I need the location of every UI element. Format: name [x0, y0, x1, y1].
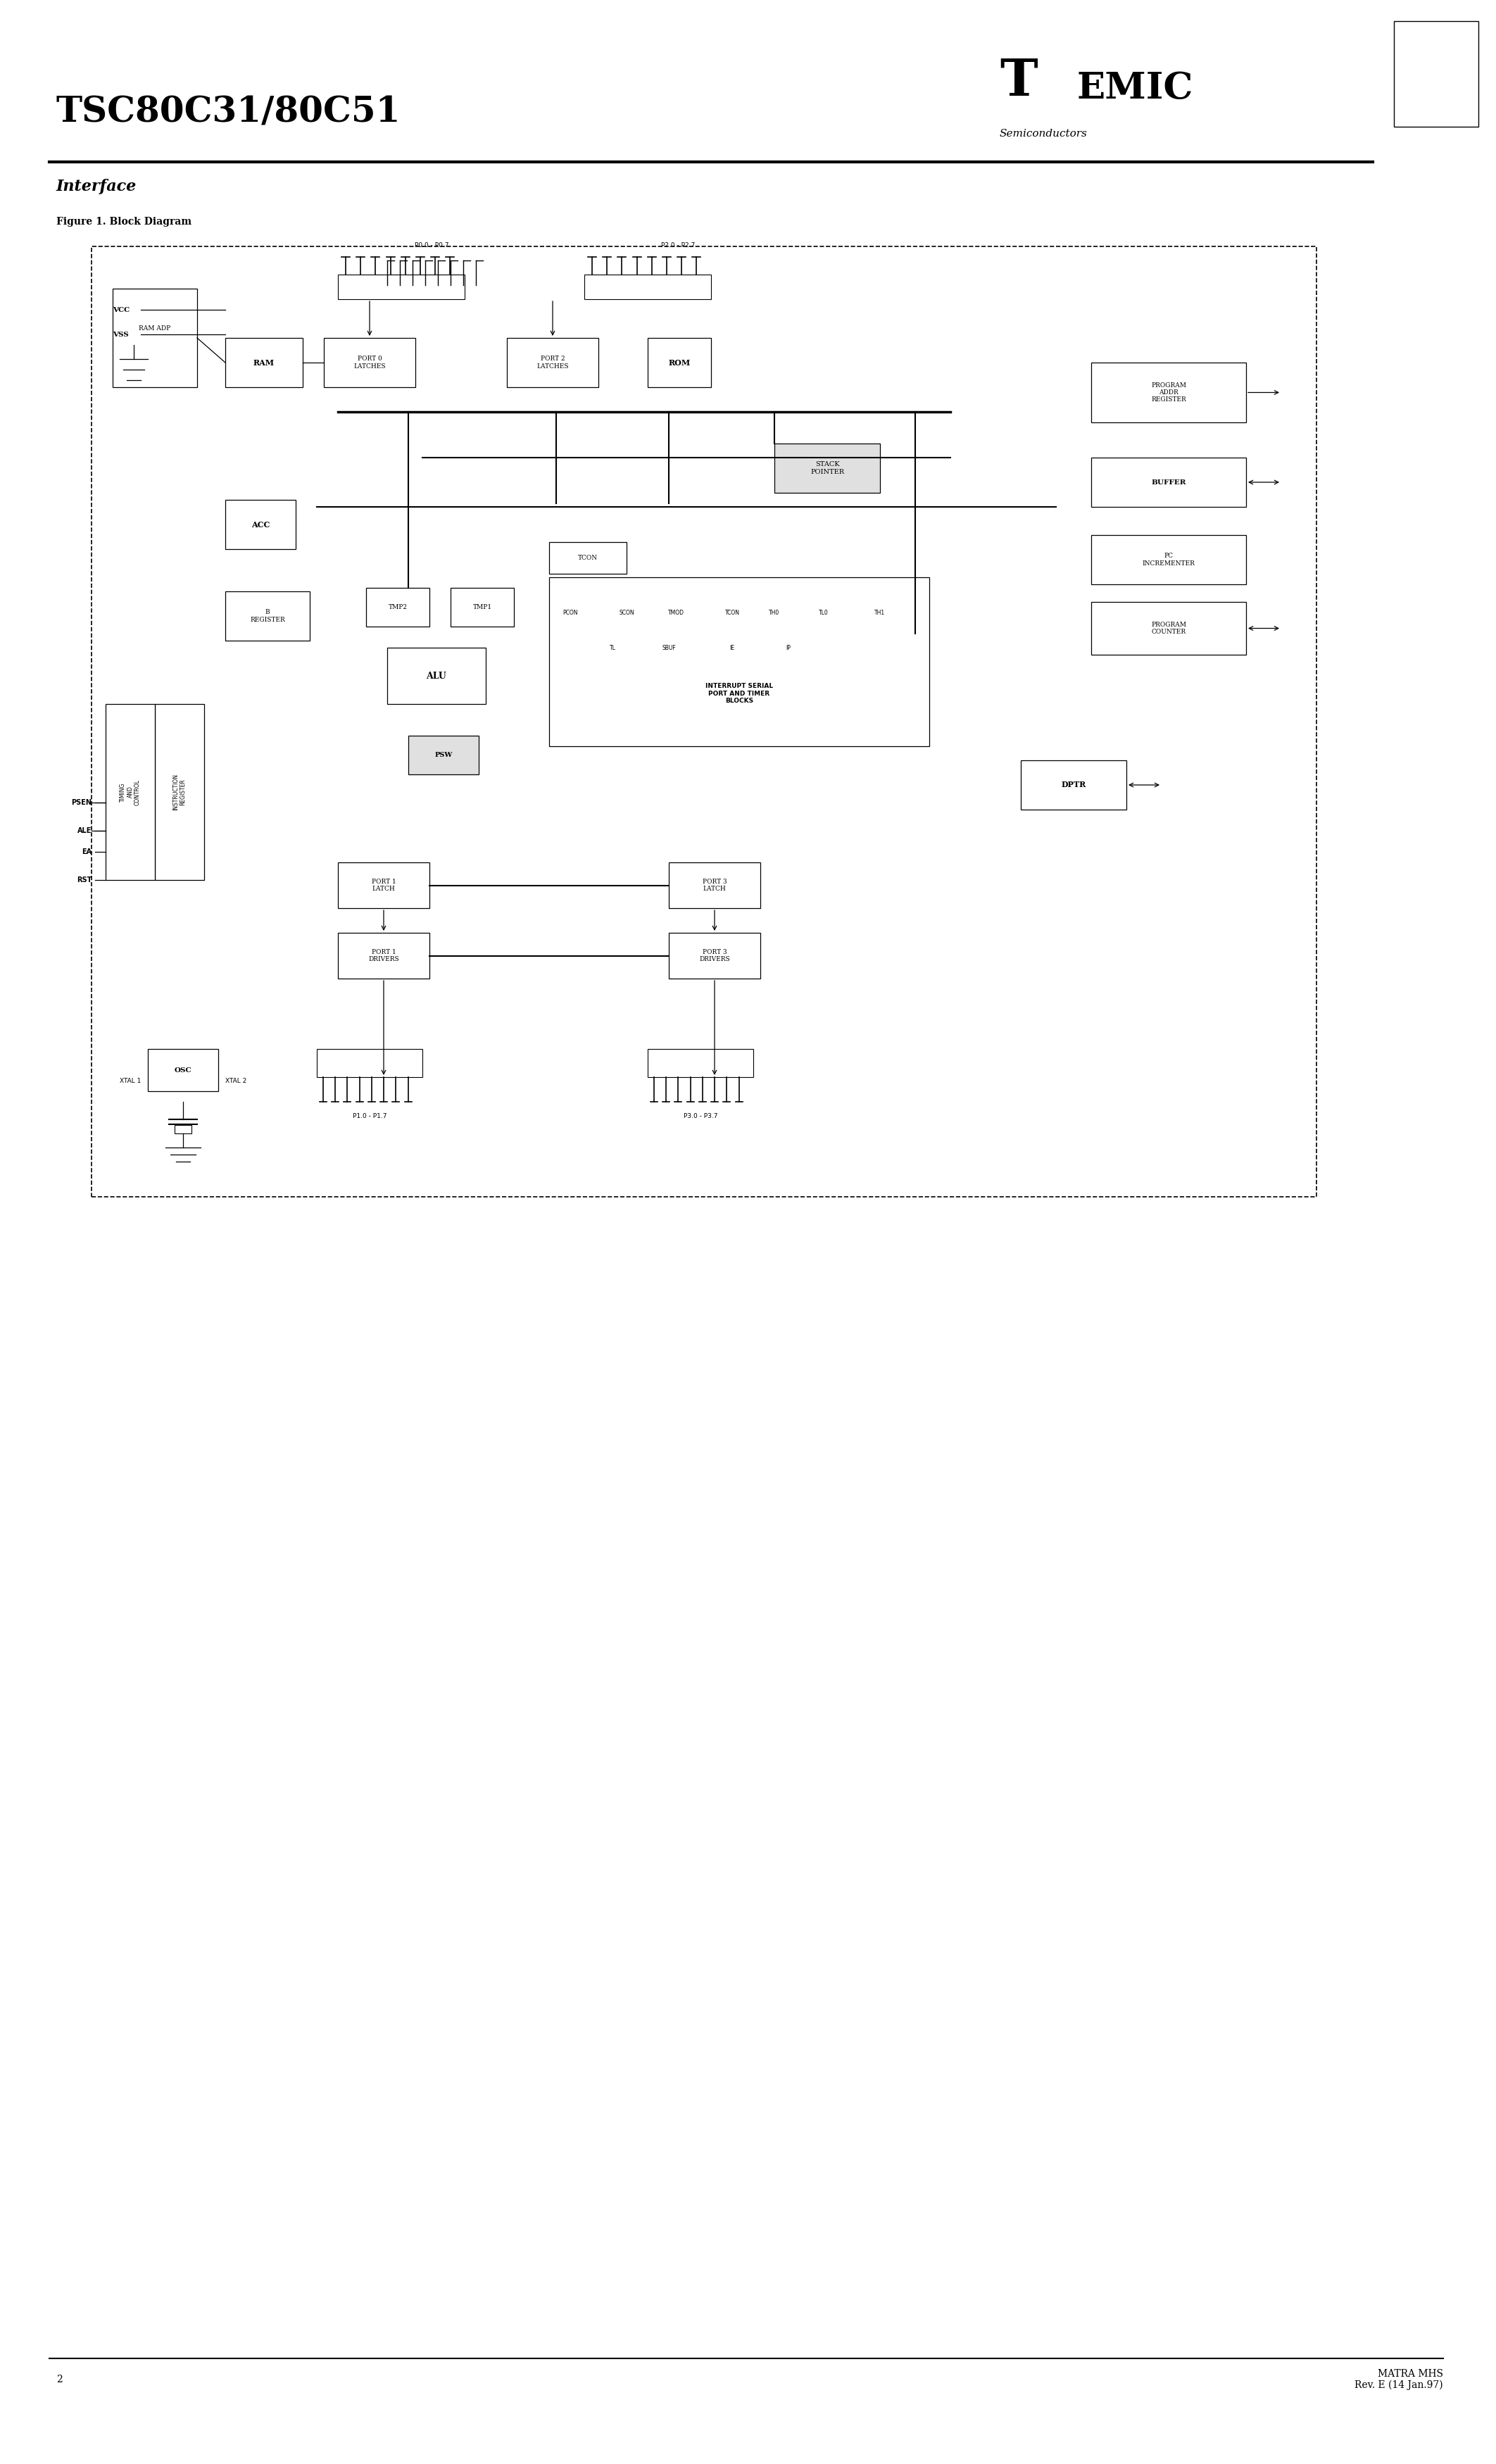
Text: ROM: ROM — [669, 360, 690, 367]
Text: VSS: VSS — [112, 330, 129, 338]
Bar — [648, 338, 711, 387]
Text: TIMING
AND
CONTROL: TIMING AND CONTROL — [120, 779, 141, 806]
Text: XTAL 2: XTAL 2 — [226, 1077, 247, 1084]
Text: ALE: ALE — [78, 828, 91, 835]
Bar — [338, 862, 429, 909]
Bar — [549, 542, 627, 574]
Text: TCON: TCON — [577, 554, 598, 562]
Text: SBUF: SBUF — [661, 646, 676, 650]
Text: XTAL 1: XTAL 1 — [120, 1077, 141, 1084]
Text: IE: IE — [730, 646, 735, 650]
Text: PORT 1
DRIVERS: PORT 1 DRIVERS — [368, 949, 399, 963]
Text: TL: TL — [609, 646, 616, 650]
Text: Semiconductors: Semiconductors — [999, 128, 1088, 138]
Text: MATRA MHS
Rev. E (14 Jan.97): MATRA MHS Rev. E (14 Jan.97) — [1355, 2368, 1444, 2390]
Text: OSC: OSC — [175, 1067, 191, 1074]
Text: Interface: Interface — [57, 180, 136, 195]
Text: TH0: TH0 — [769, 609, 779, 616]
Bar — [1091, 535, 1246, 584]
Text: PORT 3
DRIVERS: PORT 3 DRIVERS — [699, 949, 730, 963]
Text: PSW: PSW — [434, 752, 452, 759]
Text: SCON: SCON — [619, 609, 634, 616]
Text: INSTRUCTION
REGISTER: INSTRUCTION REGISTER — [172, 774, 187, 811]
Text: B
REGISTER: B REGISTER — [250, 609, 286, 623]
Bar — [106, 705, 156, 880]
Text: PSEN: PSEN — [72, 798, 91, 806]
Text: RAM ADP: RAM ADP — [139, 325, 171, 330]
Text: TSC80C31/80C51: TSC80C31/80C51 — [57, 96, 401, 131]
Bar — [585, 274, 711, 298]
Text: P2.0 - P2.7: P2.0 - P2.7 — [661, 241, 696, 249]
Text: PORT 1
LATCH: PORT 1 LATCH — [371, 880, 396, 892]
Text: TMOD: TMOD — [667, 609, 684, 616]
Bar — [1394, 22, 1478, 126]
Bar — [669, 862, 760, 909]
Bar — [1091, 458, 1246, 508]
Text: IP: IP — [785, 646, 791, 650]
Text: PROGRAM
ADDR
REGISTER: PROGRAM ADDR REGISTER — [1150, 382, 1186, 404]
Text: DPTR: DPTR — [1061, 781, 1086, 788]
Bar — [317, 1050, 422, 1077]
Text: P0.0 - P0.7: P0.0 - P0.7 — [414, 241, 449, 249]
Text: PCON: PCON — [562, 609, 577, 616]
Bar — [226, 591, 310, 641]
Text: RST: RST — [76, 877, 91, 885]
Bar — [1091, 362, 1246, 421]
Text: PORT 3
LATCH: PORT 3 LATCH — [703, 880, 727, 892]
Text: ACC: ACC — [251, 520, 269, 527]
Text: T: T — [999, 57, 1038, 106]
Text: TCON: TCON — [724, 609, 739, 616]
Text: PROGRAM
COUNTER: PROGRAM COUNTER — [1150, 621, 1186, 636]
Bar — [775, 444, 880, 493]
Text: BUFFER: BUFFER — [1152, 478, 1186, 485]
Text: ALU: ALU — [426, 670, 447, 680]
Bar — [156, 705, 203, 880]
Text: PORT 2
LATCHES: PORT 2 LATCHES — [537, 355, 568, 370]
Bar — [507, 338, 598, 387]
Text: TL0: TL0 — [818, 609, 829, 616]
Bar — [549, 577, 929, 747]
Text: P3.0 - P3.7: P3.0 - P3.7 — [684, 1114, 718, 1119]
Bar — [226, 338, 302, 387]
Text: PORT 0
LATCHES: PORT 0 LATCHES — [353, 355, 386, 370]
Bar — [367, 589, 429, 626]
Bar — [450, 589, 515, 626]
Bar — [1091, 601, 1246, 655]
Text: TMP1: TMP1 — [473, 604, 492, 611]
Text: TH1: TH1 — [875, 609, 886, 616]
Text: 2: 2 — [57, 2375, 63, 2385]
Bar — [112, 288, 197, 387]
Text: STACK
POINTER: STACK POINTER — [811, 461, 844, 476]
Bar — [387, 648, 486, 705]
Bar — [148, 1050, 218, 1092]
Bar — [91, 246, 1316, 1198]
Bar — [338, 274, 465, 298]
Text: VCC: VCC — [112, 306, 130, 313]
Text: Figure 1. Block Diagram: Figure 1. Block Diagram — [57, 217, 191, 227]
Bar — [1020, 761, 1126, 811]
Bar — [408, 737, 479, 774]
Bar — [175, 1126, 191, 1133]
Bar — [338, 934, 429, 978]
Bar — [226, 500, 296, 549]
Text: EA: EA — [82, 848, 91, 855]
Text: PC
INCREMENTER: PC INCREMENTER — [1143, 552, 1195, 567]
Text: TMP2: TMP2 — [389, 604, 407, 611]
Bar — [648, 1050, 754, 1077]
Text: RAM: RAM — [253, 360, 275, 367]
Bar — [323, 338, 416, 387]
Bar — [669, 934, 760, 978]
Text: INTERRUPT SERIAL
PORT AND TIMER
BLOCKS: INTERRUPT SERIAL PORT AND TIMER BLOCKS — [706, 683, 773, 705]
Text: EMIC: EMIC — [1077, 69, 1194, 106]
Text: P1.0 - P1.7: P1.0 - P1.7 — [353, 1114, 386, 1119]
